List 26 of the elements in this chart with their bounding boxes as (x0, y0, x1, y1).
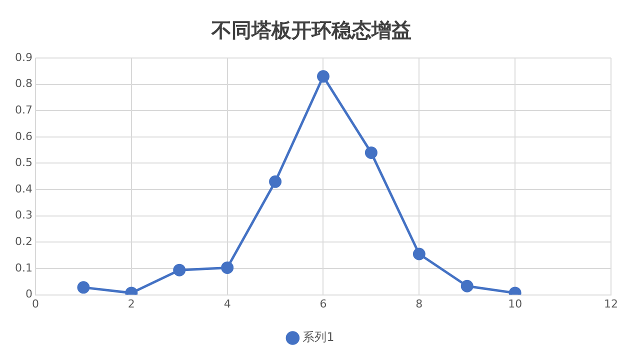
point (316, 70, 330, 83)
point (364, 146, 378, 159)
y-tick-label: 0.9 (14, 50, 32, 64)
x-tick-label: 2 (128, 297, 135, 310)
y-tick-label: 0.8 (14, 77, 32, 90)
point (221, 261, 234, 274)
point (77, 281, 90, 294)
point (412, 248, 426, 260)
y-tick-label: 0.3 (14, 208, 32, 222)
y-tick-label: 0.5 (14, 156, 32, 170)
point (269, 175, 282, 188)
x-tick-label: 4 (224, 297, 231, 310)
x-tick-label: 6 (320, 297, 327, 310)
y-tick-label: 0 (25, 288, 32, 301)
y-tick-label: 0.7 (14, 103, 32, 116)
x-tick-label: 8 (416, 297, 423, 310)
point (173, 264, 186, 276)
y-tick-label: 0.6 (14, 130, 32, 143)
y-tick-label: 0.4 (14, 182, 32, 196)
x-tick-label: 10 (508, 297, 522, 310)
legend-label: 系列1 (302, 330, 334, 344)
x-tick-label: 12 (604, 297, 618, 310)
point (460, 280, 474, 292)
chart-title: 不同塔板开环稳态增益 (210, 18, 412, 42)
y-tick-label: 0.2 (14, 235, 32, 248)
y-tick-label: 0.1 (14, 261, 32, 274)
